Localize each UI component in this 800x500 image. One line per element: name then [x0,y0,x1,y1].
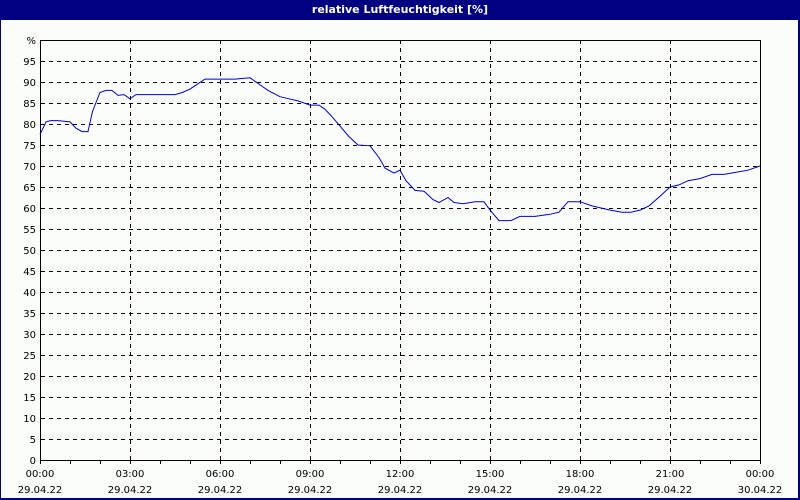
x-tick-date: 29.04.22 [468,485,513,496]
x-tick-time: 12:00 [386,469,415,480]
y-tick-label: 80 [23,120,36,131]
y-tick-label: % [26,36,36,47]
y-tick-label: 0 [30,456,36,467]
x-tick-time: 00:00 [26,469,55,480]
y-tick-label: 10 [23,414,36,425]
y-tick-label: 15 [23,393,36,404]
humidity-series-line [39,77,761,222]
y-tick-label: 65 [23,183,36,194]
y-tick-label: 85 [23,99,36,110]
y-tick-label: 45 [23,267,36,278]
y-tick-label: 70 [23,162,36,173]
x-tick-time: 15:00 [476,469,505,480]
y-tick-label: 75 [23,141,36,152]
y-tick-label: 40 [23,288,36,299]
y-tick-label: 30 [23,330,36,341]
y-tick-label: 95 [23,57,36,68]
x-tick-date: 29.04.22 [288,485,333,496]
x-tick-date: 29.04.22 [648,485,693,496]
y-tick-label: 55 [23,225,36,236]
x-tick-time: 06:00 [206,469,235,480]
x-tick-date: 29.04.22 [558,485,603,496]
y-tick-label: 90 [23,78,36,89]
x-tick-time: 18:00 [566,469,595,480]
y-tick-label: 20 [23,372,36,383]
y-tick-label: 5 [30,435,36,446]
x-tick-time: 00:00 [746,469,775,480]
y-tick-label: 35 [23,309,36,320]
x-tick-date: 29.04.22 [108,485,153,496]
x-tick-date: 29.04.22 [378,485,423,496]
x-tick-date: 29.04.22 [198,485,243,496]
x-tick-date: 29.04.22 [18,485,63,496]
x-tick-time: 09:00 [296,469,325,480]
y-tick-label: 25 [23,351,36,362]
chart-title: relative Luftfeuchtigkeit [%] [0,0,800,20]
y-tick-label: 60 [23,204,36,215]
x-tick-date: 30.04.22 [738,485,783,496]
x-tick-time: 03:00 [116,469,145,480]
y-tick-label: 50 [23,246,36,257]
x-tick-time: 21:00 [656,469,685,480]
